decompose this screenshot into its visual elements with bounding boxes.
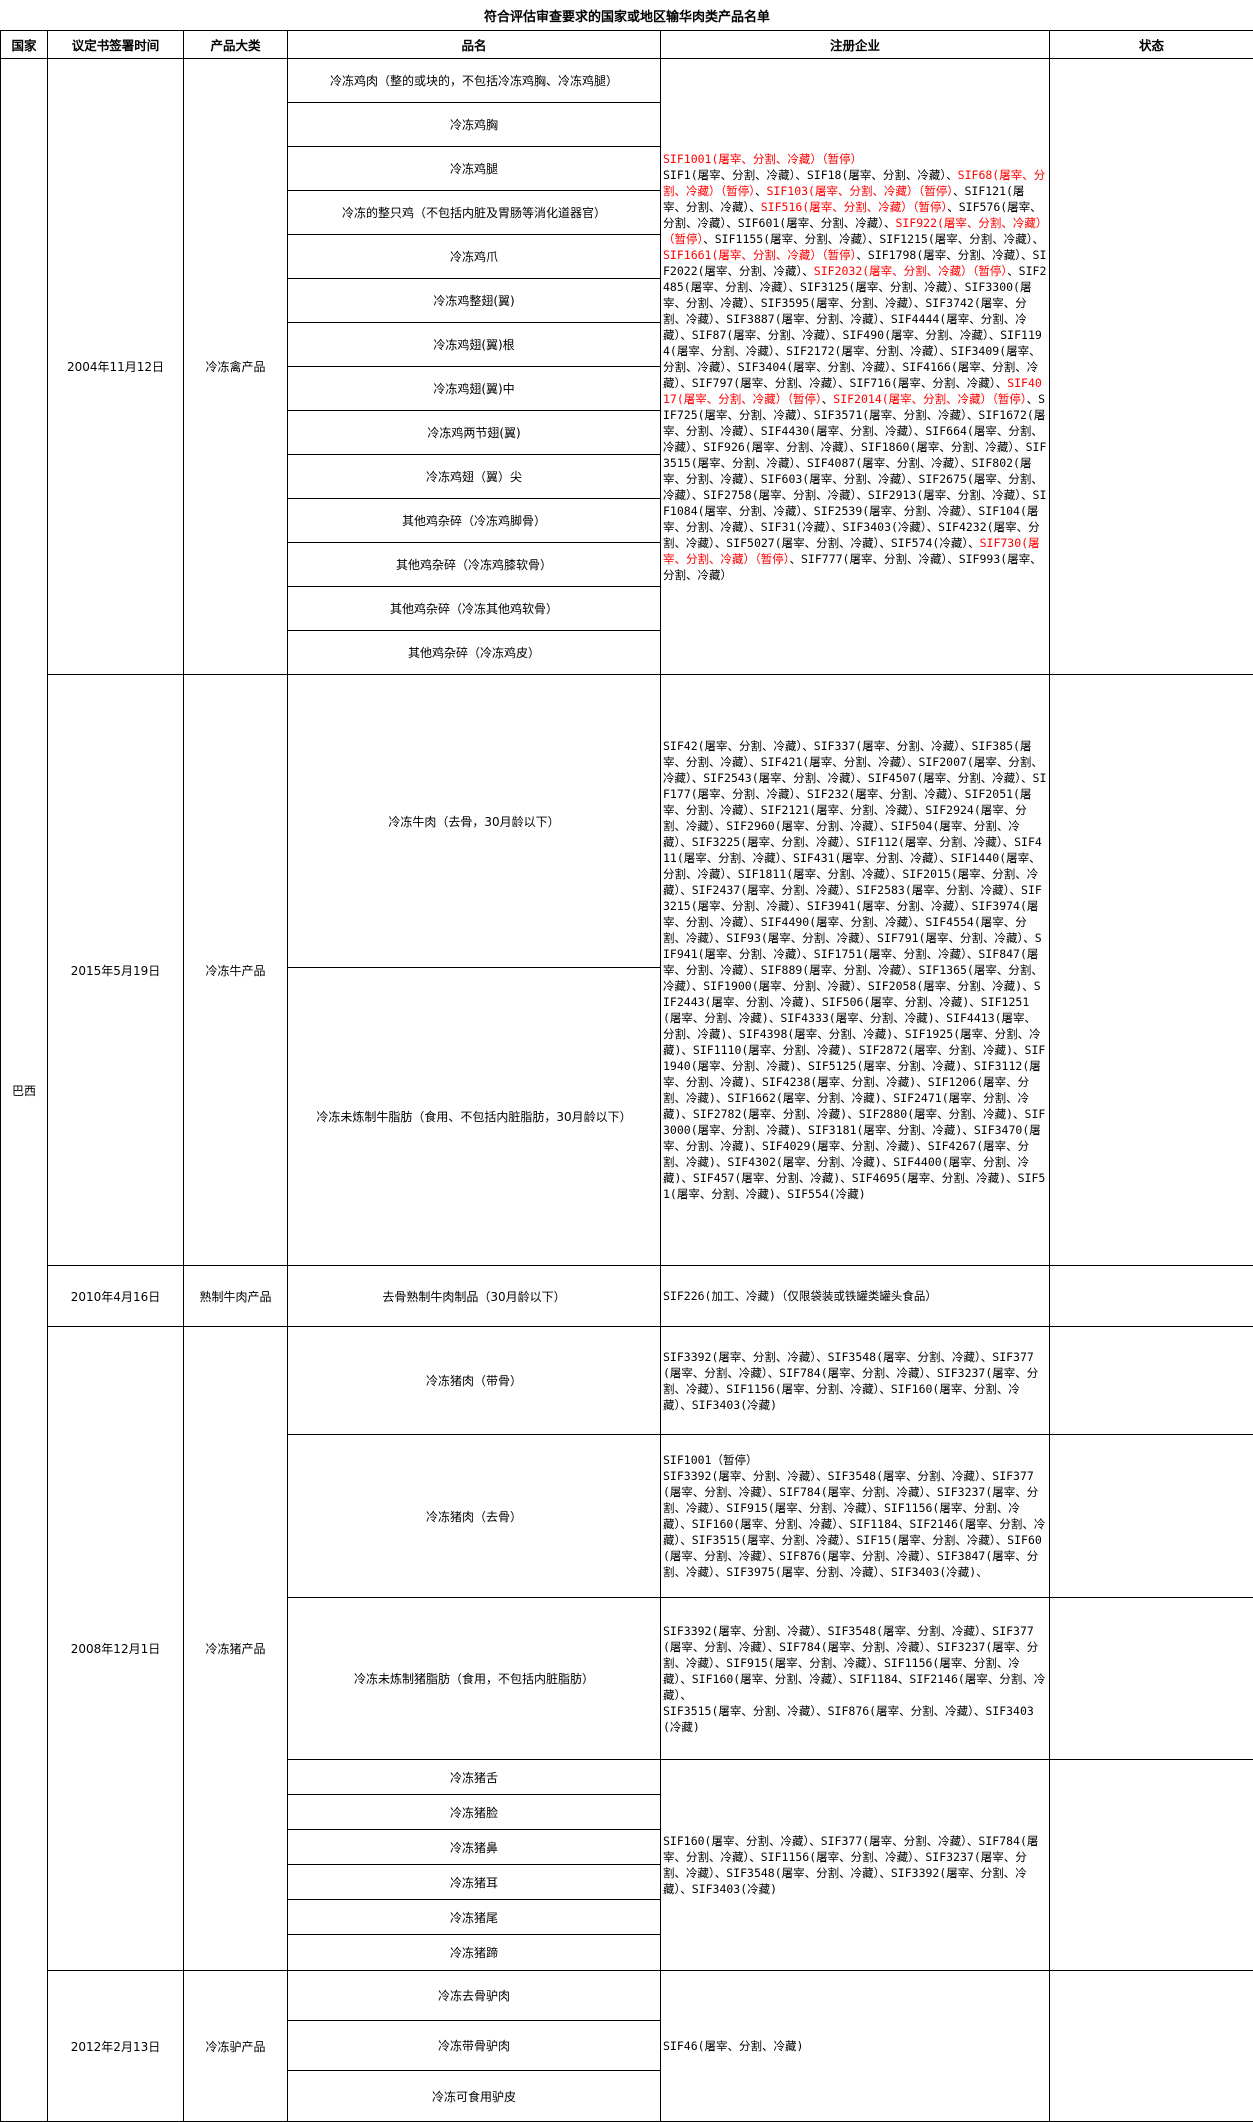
product-name-cell: 冷冻鸡翅（翼）尖 xyxy=(288,455,661,499)
registered-enterprises-cell: SIF1001(屠宰、分割、冷藏）（暂停） SIF1(屠宰、分割、冷藏）、SIF… xyxy=(661,59,1050,675)
agreement-date-cell: 2012年2月13日 xyxy=(48,1971,184,2122)
product-name-cell: 冷冻带骨驴肉 xyxy=(288,2021,661,2071)
enterprise-text: 、 xyxy=(822,392,834,406)
page-title: 符合评估审查要求的国家或地区输华肉类产品名单 xyxy=(1,0,1253,31)
header-date: 议定书签署时间 xyxy=(48,31,184,59)
product-name-cell: 其他鸡杂碎（冷冻鸡脚骨） xyxy=(288,499,661,543)
status-cell xyxy=(1050,1266,1253,1327)
product-name-cell: 冷冻的整只鸡（不包括内脏及胃肠等消化道器官） xyxy=(288,191,661,235)
registered-enterprises-cell: SIF46(屠宰、分割、冷藏) xyxy=(661,1971,1050,2122)
product-name-cell: 其他鸡杂碎（冷冻其他鸡软骨） xyxy=(288,587,661,631)
product-name-cell: 冷冻猪舌 xyxy=(288,1760,661,1795)
product-name-cell: 其他鸡杂碎（冷冻鸡皮） xyxy=(288,631,661,675)
suspended-enterprise-text: SIF1661(屠宰、分割、冷藏）（暂停） xyxy=(663,248,856,262)
enterprise-text: SIF1001（暂停） SIF3392(屠宰、分割、冷藏）、SIF3548(屠宰… xyxy=(663,1453,1045,1579)
status-cell xyxy=(1050,1598,1253,1760)
header-country: 国家 xyxy=(1,31,48,59)
product-category-cell: 冷冻猪产品 xyxy=(184,1327,288,1971)
suspended-enterprise-text: SIF516(屠宰、分割、冷藏）（暂停） xyxy=(761,200,947,214)
enterprise-text: SIF3392(屠宰、分割、冷藏）、SIF3548(屠宰、分割、冷藏）、SIF3… xyxy=(663,1624,1045,1734)
product-name-cell: 冷冻猪鼻 xyxy=(288,1830,661,1865)
product-name-cell: 去骨熟制牛肉制品（30月龄以下） xyxy=(288,1266,661,1327)
header-enterprise: 注册企业 xyxy=(661,31,1050,59)
product-category-cell: 冷冻禽产品 xyxy=(184,59,288,675)
product-name-cell: 冷冻鸡翅(翼)中 xyxy=(288,367,661,411)
product-name-cell: 冷冻猪肉（带骨） xyxy=(288,1327,661,1435)
enterprise-text: SIF3392(屠宰、分割、冷藏）、SIF3548(屠宰、分割、冷藏）、SIF3… xyxy=(663,1350,1038,1412)
suspended-enterprise-text: SIF2014(屠宰、分割、冷藏）（暂停） xyxy=(833,392,1026,406)
table-row: 2010年4月16日熟制牛肉产品去骨熟制牛肉制品（30月龄以下）SIF226(加… xyxy=(1,1266,1253,1327)
header-status: 状态 xyxy=(1050,31,1253,59)
agreement-date-cell: 2008年12月1日 xyxy=(48,1327,184,1971)
enterprise-text: SIF42(屠宰、分割、冷藏）、SIF337(屠宰、分割、冷藏）、SIF385(… xyxy=(663,739,1046,1201)
product-name-cell: 冷冻鸡肉（整的或块的，不包括冷冻鸡胸、冷冻鸡腿） xyxy=(288,59,661,103)
product-name-cell: 冷冻鸡爪 xyxy=(288,235,661,279)
header-row: 国家 议定书签署时间 产品大类 品名 注册企业 状态 xyxy=(1,31,1253,59)
product-name-cell: 冷冻未炼制牛脂肪（食用、不包括内脏脂肪，30月龄以下） xyxy=(288,968,661,1266)
product-name-cell: 冷冻牛肉（去骨，30月龄以下） xyxy=(288,675,661,968)
agreement-date-cell: 2015年5月19日 xyxy=(48,675,184,1266)
suspended-enterprise-text: SIF2032(屠宰、分割、冷藏）（暂停） xyxy=(814,264,1007,278)
registered-enterprises-cell: SIF1001（暂停） SIF3392(屠宰、分割、冷藏）、SIF3548(屠宰… xyxy=(661,1435,1050,1598)
status-cell xyxy=(1050,1327,1253,1435)
registered-enterprises-cell: SIF3392(屠宰、分割、冷藏）、SIF3548(屠宰、分割、冷藏）、SIF3… xyxy=(661,1598,1050,1760)
product-name-cell: 冷冻鸡腿 xyxy=(288,147,661,191)
agreement-date-cell: 2004年11月12日 xyxy=(48,59,184,675)
agreement-date-cell: 2010年4月16日 xyxy=(48,1266,184,1327)
table-row: 2008年12月1日冷冻猪产品冷冻猪肉（带骨）SIF3392(屠宰、分割、冷藏）… xyxy=(1,1327,1253,1435)
enterprise-text: SIF46(屠宰、分割、冷藏) xyxy=(663,2039,803,2053)
status-cell xyxy=(1050,675,1253,1266)
enterprise-text: SIF1(屠宰、分割、冷藏）、SIF18(屠宰、分割、冷藏）、 xyxy=(663,168,958,182)
registered-enterprises-cell: SIF226(加工、冷藏)（仅限袋装或铁罐类罐头食品） xyxy=(661,1266,1050,1327)
product-name-cell: 冷冻鸡胸 xyxy=(288,103,661,147)
product-name-cell: 冷冻猪肉（去骨） xyxy=(288,1435,661,1598)
product-name-cell: 冷冻鸡两节翅(翼) xyxy=(288,411,661,455)
product-name-cell: 冷冻猪耳 xyxy=(288,1865,661,1900)
suspended-enterprise-text: SIF103(屠宰、分割、冷藏）（暂停） xyxy=(767,184,953,198)
registered-enterprises-cell: SIF42(屠宰、分割、冷藏）、SIF337(屠宰、分割、冷藏）、SIF385(… xyxy=(661,675,1050,1266)
product-name-cell: 其他鸡杂碎（冷冻鸡膝软骨） xyxy=(288,543,661,587)
enterprise-text: 、SIF1155(屠宰、分割、冷藏）、SIF1215(屠宰、分割、冷藏）、 xyxy=(703,232,1044,246)
product-name-cell: 冷冻可食用驴皮 xyxy=(288,2071,661,2122)
status-cell xyxy=(1050,1760,1253,1971)
header-category: 产品大类 xyxy=(184,31,288,59)
status-cell xyxy=(1050,59,1253,675)
enterprise-text: 、SIF2485(屠宰、分割、冷藏）、SIF3125(屠宰、分割、冷藏）、SIF… xyxy=(663,264,1046,390)
enterprise-text: 、SIF725(屠宰、分割、冷藏）、SIF3571(屠宰、分割、冷藏）、SIF1… xyxy=(663,392,1046,550)
product-name-cell: 冷冻猪蹄 xyxy=(288,1935,661,1971)
product-name-cell: 冷冻鸡整翅(翼) xyxy=(288,279,661,323)
country-cell: 巴西 xyxy=(1,59,48,2122)
product-category-cell: 冷冻牛产品 xyxy=(184,675,288,1266)
table-row: 2015年5月19日冷冻牛产品冷冻牛肉（去骨，30月龄以下）SIF42(屠宰、分… xyxy=(1,675,1253,968)
header-product: 品名 xyxy=(288,31,661,59)
product-category-cell: 冷冻驴产品 xyxy=(184,1971,288,2122)
product-name-cell: 冷冻猪尾 xyxy=(288,1900,661,1935)
status-cell xyxy=(1050,1971,1253,2122)
product-name-cell: 冷冻鸡翅(翼)根 xyxy=(288,323,661,367)
product-name-cell: 冷冻未炼制猪脂肪（食用，不包括内脏脂肪） xyxy=(288,1598,661,1760)
status-cell xyxy=(1050,1435,1253,1598)
product-category-cell: 熟制牛肉产品 xyxy=(184,1266,288,1327)
enterprise-text: SIF226(加工、冷藏)（仅限袋装或铁罐类罐头食品） xyxy=(663,1289,937,1303)
registered-enterprises-cell: SIF3392(屠宰、分割、冷藏）、SIF3548(屠宰、分割、冷藏）、SIF3… xyxy=(661,1327,1050,1435)
enterprise-text: SIF160(屠宰、分割、冷藏）、SIF377(屠宰、分割、冷藏）、SIF784… xyxy=(663,1834,1038,1896)
product-name-cell: 冷冻猪脸 xyxy=(288,1795,661,1830)
registered-enterprises-cell: SIF160(屠宰、分割、冷藏）、SIF377(屠宰、分割、冷藏）、SIF784… xyxy=(661,1760,1050,1971)
suspended-enterprise-text: SIF1001(屠宰、分割、冷藏）（暂停） xyxy=(663,152,862,166)
enterprise-text: 、 xyxy=(755,184,767,198)
product-name-cell: 冷冻去骨驴肉 xyxy=(288,1971,661,2021)
